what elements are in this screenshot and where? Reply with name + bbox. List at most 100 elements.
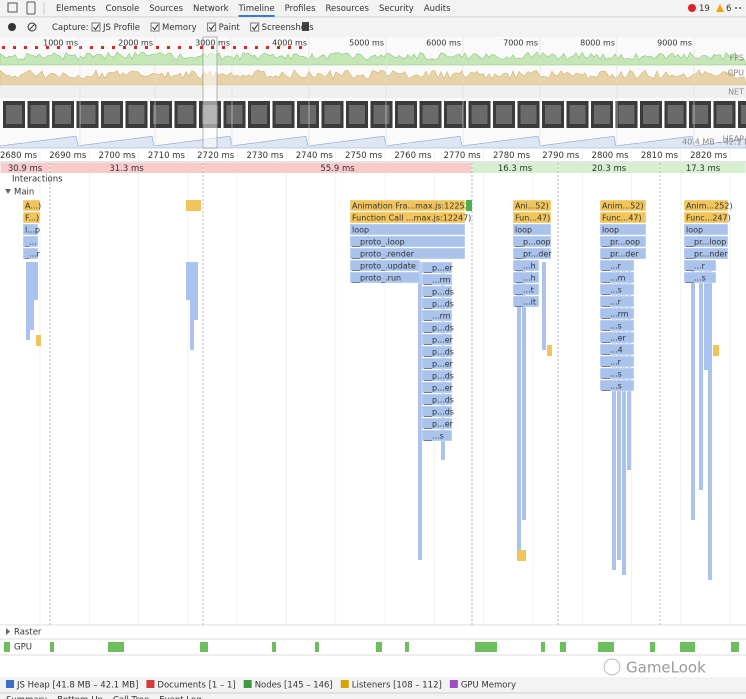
flame-block[interactable] xyxy=(421,309,453,322)
flame-block[interactable] xyxy=(683,211,729,224)
flame-block[interactable] xyxy=(599,259,635,272)
flame-block[interactable] xyxy=(683,259,717,272)
panel-tab[interactable]: Console xyxy=(106,4,140,14)
flame-block[interactable] xyxy=(599,211,647,224)
counter-label[interactable]: Nodes [145 – 146] xyxy=(255,681,333,691)
details-tab[interactable]: Summary xyxy=(6,696,47,699)
panel-tab[interactable]: Audits xyxy=(424,4,451,14)
flame-block[interactable] xyxy=(599,223,647,236)
flame-block[interactable] xyxy=(421,405,453,418)
flame-block[interactable] xyxy=(512,283,540,296)
counter-checkbox[interactable] xyxy=(146,680,155,688)
panel-tab[interactable]: Sources xyxy=(149,4,183,14)
panel-tab[interactable]: Profiles xyxy=(285,4,316,14)
flame-block[interactable] xyxy=(683,235,729,248)
record-button[interactable] xyxy=(8,23,16,31)
capture-option[interactable]: JS Profile xyxy=(102,23,140,33)
flame-block[interactable] xyxy=(512,295,540,308)
flame-block[interactable] xyxy=(599,235,647,248)
flame-block[interactable] xyxy=(421,369,453,382)
flame-block[interactable] xyxy=(599,295,635,308)
flame-block[interactable] xyxy=(22,235,39,248)
flame-block[interactable] xyxy=(349,199,466,212)
panel-tab[interactable]: Elements xyxy=(56,4,96,14)
flame-block[interactable] xyxy=(512,223,552,236)
details-tab[interactable]: Event Log xyxy=(159,696,201,699)
counter-checkbox[interactable] xyxy=(6,680,14,688)
flame-block[interactable] xyxy=(349,211,466,224)
flame-block[interactable] xyxy=(599,319,635,332)
flame-block[interactable] xyxy=(599,283,635,296)
details-tab[interactable]: Bottom-Up xyxy=(57,696,103,699)
checkbox[interactable] xyxy=(150,22,160,32)
flame-block[interactable] xyxy=(22,247,39,260)
counter-checkbox[interactable] xyxy=(340,680,349,688)
expand-arrow[interactable] xyxy=(5,189,11,194)
capture-option[interactable]: Paint xyxy=(219,23,241,33)
flame-block[interactable] xyxy=(421,321,453,334)
flame-block[interactable] xyxy=(421,417,453,430)
flame-block[interactable] xyxy=(512,211,552,224)
capture-option[interactable]: Screenshots xyxy=(262,23,315,33)
flame-block[interactable] xyxy=(421,345,453,358)
checkbox[interactable] xyxy=(91,22,101,32)
flame-block[interactable] xyxy=(421,393,453,406)
flame-block[interactable] xyxy=(512,199,552,212)
counter-checkbox[interactable] xyxy=(449,680,458,688)
counter-label[interactable]: Listeners [108 – 112] xyxy=(352,681,442,691)
flame-block[interactable] xyxy=(599,199,647,212)
panel-tab[interactable]: Timeline xyxy=(238,4,275,14)
counter-checkbox[interactable] xyxy=(243,680,252,688)
flame-block[interactable] xyxy=(421,261,453,274)
flame-block[interactable] xyxy=(421,357,453,370)
lane-label: HEAP xyxy=(723,135,745,144)
flame-block[interactable] xyxy=(599,379,635,392)
flame-block[interactable] xyxy=(683,223,729,236)
panel-tab[interactable]: Network xyxy=(193,4,229,14)
panel-tab[interactable]: Resources xyxy=(326,4,370,14)
flame-block[interactable] xyxy=(599,355,635,368)
flame-block[interactable] xyxy=(421,333,453,346)
flame-block[interactable] xyxy=(683,247,729,260)
flame-block[interactable] xyxy=(349,271,421,284)
counter-label[interactable]: Documents [1 – 1] xyxy=(157,681,235,691)
capture-option[interactable]: Memory xyxy=(162,23,197,33)
counter-label[interactable]: JS Heap [41.8 MB – 42.1 MB] xyxy=(16,681,138,691)
flame-block[interactable] xyxy=(22,211,41,224)
panel-tab[interactable]: Security xyxy=(379,4,414,14)
flame-block[interactable] xyxy=(22,199,41,212)
details-tab[interactable]: Call Tree xyxy=(113,696,149,699)
flame-block[interactable] xyxy=(349,235,466,248)
flame-block[interactable] xyxy=(349,223,466,236)
flame-block[interactable] xyxy=(683,271,717,284)
flame-block[interactable] xyxy=(683,199,729,212)
flame-block[interactable] xyxy=(512,247,552,260)
inspect-icon[interactable] xyxy=(7,2,18,13)
flame-block[interactable] xyxy=(421,381,453,394)
flame-block[interactable] xyxy=(512,259,540,272)
flame-block[interactable] xyxy=(421,297,453,310)
flame-block[interactable] xyxy=(599,367,635,380)
flame-block[interactable] xyxy=(421,429,453,442)
flame-block[interactable] xyxy=(599,331,635,344)
flame-block[interactable] xyxy=(349,259,421,272)
counter-label[interactable]: GPU Memory xyxy=(461,681,516,691)
checkbox[interactable] xyxy=(207,22,217,32)
clear-button[interactable] xyxy=(27,22,37,32)
flame-block[interactable] xyxy=(512,235,552,248)
flame-block[interactable] xyxy=(421,273,453,286)
flame-block[interactable] xyxy=(512,271,540,284)
flame-block[interactable] xyxy=(421,285,453,298)
flame-block[interactable] xyxy=(22,223,39,236)
device-icon[interactable] xyxy=(26,1,36,15)
flame-block[interactable] xyxy=(599,307,635,320)
collapse-arrow[interactable] xyxy=(6,628,10,635)
flame-block[interactable] xyxy=(599,271,635,284)
flame-block[interactable] xyxy=(599,343,635,356)
menu-dot[interactable] xyxy=(735,7,737,9)
flame-block[interactable] xyxy=(349,247,466,260)
trash-icon[interactable] xyxy=(302,22,309,31)
flame-block[interactable] xyxy=(599,247,647,260)
checkbox[interactable] xyxy=(250,22,260,32)
recording-marker xyxy=(255,46,258,49)
